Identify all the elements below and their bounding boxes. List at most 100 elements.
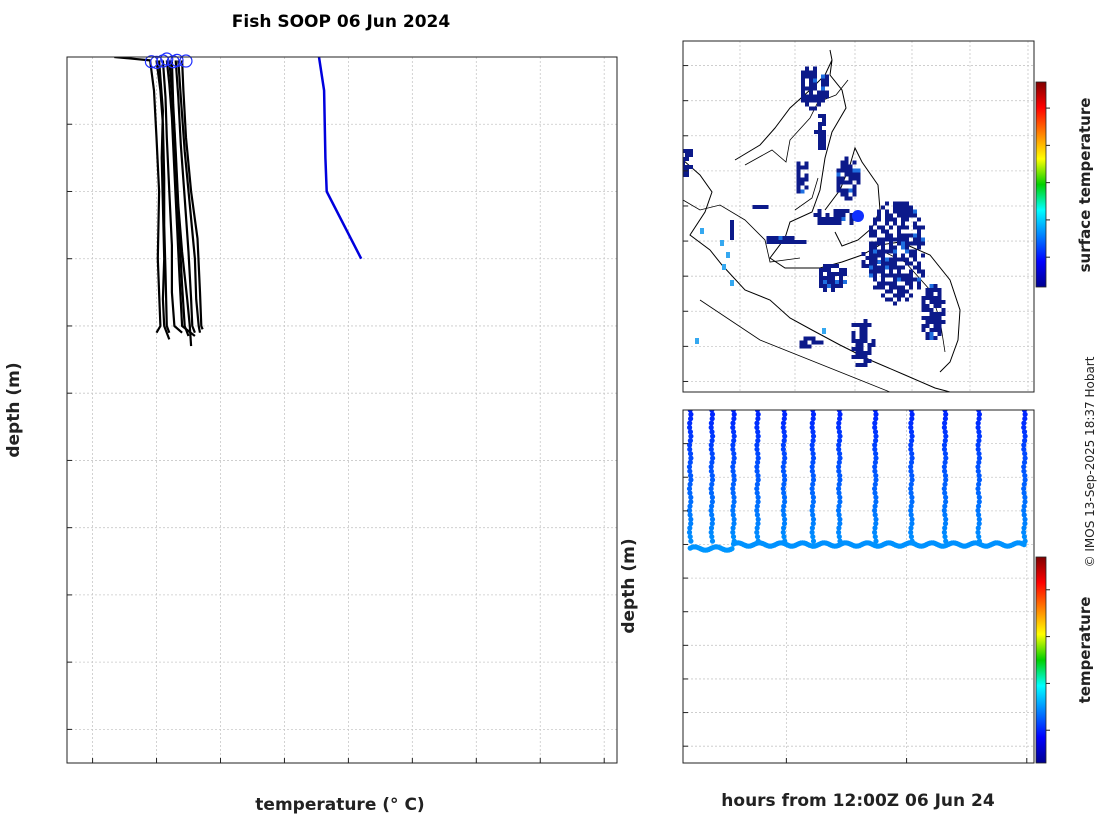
time-series-point (943, 516, 949, 522)
map-temperature-cell (869, 265, 873, 270)
map-temperature-cell (889, 233, 893, 238)
map-temperature-cell (885, 221, 889, 226)
map-temperature-cell (839, 280, 843, 284)
map-temperature-cell (885, 209, 889, 214)
map-temperature-cell (941, 312, 946, 316)
map-temperature-cell (851, 323, 856, 327)
time-series-point (687, 446, 693, 452)
time-series-point (836, 529, 842, 536)
map-temperature-cell (933, 320, 938, 324)
time-series-point (709, 416, 715, 422)
map-temperature-cell (877, 209, 881, 214)
map-temperature-cell (873, 285, 877, 290)
time-series-point (1022, 433, 1028, 439)
map-temperature-cell (925, 292, 930, 296)
time-series-point (941, 442, 948, 448)
time-series-point (975, 525, 981, 531)
map-temperature-cell (881, 257, 885, 262)
map-temperature-cell (937, 324, 942, 328)
map-temperature-cell (818, 134, 822, 138)
map-temperature-cell (889, 245, 893, 250)
time-series-point (908, 420, 914, 426)
time-series-point (782, 411, 788, 417)
map-temperature-cell (909, 253, 913, 258)
map-temperature-cell (801, 90, 805, 95)
map-y-ticks (683, 65, 688, 382)
map-temperature-cell (859, 339, 864, 343)
map-temperature-cell (865, 264, 870, 268)
map-colorbar-ticks (1046, 107, 1050, 258)
time-series-point (836, 490, 842, 496)
time-series-point (809, 420, 815, 426)
map-temperature-cell (885, 281, 889, 286)
time-series-point (1021, 503, 1027, 509)
time-series-point (942, 451, 949, 457)
map-temperature-cell (933, 284, 938, 288)
map-temperature-cell (856, 172, 861, 177)
time-series-point (942, 534, 948, 540)
map-temperature-cell (800, 165, 805, 170)
time-series-point (873, 494, 879, 500)
map-temperature-cell (881, 261, 885, 266)
map-temperature-cell (720, 240, 724, 246)
time-series-point (688, 477, 694, 483)
figure-title: Fish SOOP 06 Jun 2024 (232, 12, 451, 32)
time-series-point (710, 433, 716, 439)
time-series-point (976, 416, 982, 422)
time-series-point (809, 446, 815, 452)
map-temperature-cell (836, 188, 841, 193)
map-temperature-cell (917, 241, 921, 246)
time-series-point (872, 512, 878, 518)
map-temperature-cell (817, 94, 821, 99)
profile-x-ticks (92, 758, 605, 763)
map-temperature-cell (825, 221, 830, 225)
map-temperature-cell (825, 78, 829, 83)
map-temperature-cell (913, 213, 917, 218)
time-series-point (731, 516, 737, 522)
map-temperature-cell (925, 288, 930, 292)
time-series-point (837, 455, 843, 461)
map-temperature-cell (889, 289, 893, 294)
map-temperature-cell (901, 265, 905, 270)
time-series-point (687, 420, 693, 426)
time-series-point (810, 521, 816, 527)
time-series-point (908, 429, 915, 435)
time-series-point (942, 481, 948, 487)
map-temperature-cell (809, 94, 813, 99)
map-temperature-cell (917, 261, 921, 266)
map-temperature-cell (685, 149, 689, 153)
map-temperature-cell (867, 347, 872, 351)
map-temperature-cell (913, 253, 917, 258)
time-series-point (909, 516, 915, 522)
map-temperature-cell (917, 277, 921, 282)
time-series-point (686, 507, 693, 514)
map-temperature-cell (822, 134, 826, 138)
time-series-point (809, 424, 815, 431)
map-temperature-cell (929, 320, 934, 324)
map-temperature-cell (835, 284, 839, 288)
map-temperature-cell (909, 281, 913, 286)
map-temperature-cell (929, 284, 934, 288)
time-series-point (709, 521, 715, 527)
time-series-point (872, 459, 879, 465)
map-temperature-cell (685, 165, 689, 169)
time-series-point (873, 451, 879, 457)
time-series-point (1021, 424, 1027, 431)
map-temperature-cell (929, 312, 934, 316)
time-series-point (781, 490, 787, 496)
time-series-point (754, 446, 760, 452)
time-series-point (687, 534, 693, 540)
map-temperature-cell (933, 296, 938, 300)
map-temperature-cell (809, 98, 813, 103)
map-temperature-cell (841, 213, 846, 217)
map-temperature-cell (796, 189, 801, 194)
map-temperature-cell (689, 149, 693, 153)
time-series-point (754, 420, 760, 426)
map-temperature-cell (778, 236, 783, 240)
map-temperature-cell (929, 328, 934, 332)
map-temperature-cell (843, 272, 847, 276)
map-temperature-cell (819, 340, 824, 345)
map-temperature-cell (921, 328, 926, 332)
map-temperature-cell (809, 70, 813, 75)
time-series-point (754, 512, 761, 518)
